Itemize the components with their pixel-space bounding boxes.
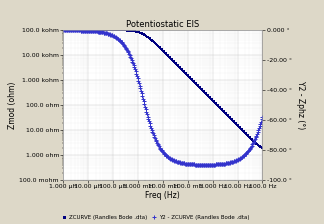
X-axis label: Freq (Hz): Freq (Hz) [145,191,180,200]
ZCURVE (Randles Bode .dta) [183,71,187,74]
ZCURVE (Randles Bode .dta) [179,67,183,70]
Y2 - ZCURVE (Randles Bode .dta) [183,162,187,165]
ZCURVE (Randles Bode .dta) [180,68,184,71]
Line: Y2 - ZCURVE (Randles Bode .dta): Y2 - ZCURVE (Randles Bode .dta) [62,28,264,166]
ZCURVE (Randles Bode .dta) [242,130,246,133]
Legend: ZCURVE (Randles Bode .dta), Y2 - ZCURVE (Randles Bode .dta): ZCURVE (Randles Bode .dta), Y2 - ZCURVE … [61,215,250,220]
Y-axis label: Y2 - Zphz (°): Y2 - Zphz (°) [296,81,305,129]
ZCURVE (Randles Bode .dta) [61,29,65,32]
Y2 - ZCURVE (Randles Bode .dta) [260,116,264,118]
Y2 - ZCURVE (Randles Bode .dta) [61,29,65,32]
ZCURVE (Randles Bode .dta) [62,29,66,32]
ZCURVE (Randles Bode .dta) [260,147,264,150]
Line: ZCURVE (Randles Bode .dta): ZCURVE (Randles Bode .dta) [62,29,264,150]
Y2 - ZCURVE (Randles Bode .dta) [179,162,183,164]
Y2 - ZCURVE (Randles Bode .dta) [242,154,246,156]
Y2 - ZCURVE (Randles Bode .dta) [230,161,234,164]
Y-axis label: Zmod (ohm): Zmod (ohm) [7,82,17,129]
Y2 - ZCURVE (Randles Bode .dta) [203,164,207,166]
Y2 - ZCURVE (Randles Bode .dta) [62,29,66,32]
Y2 - ZCURVE (Randles Bode .dta) [180,162,184,164]
Title: Potentiostatic EIS: Potentiostatic EIS [126,20,200,30]
ZCURVE (Randles Bode .dta) [229,117,233,120]
